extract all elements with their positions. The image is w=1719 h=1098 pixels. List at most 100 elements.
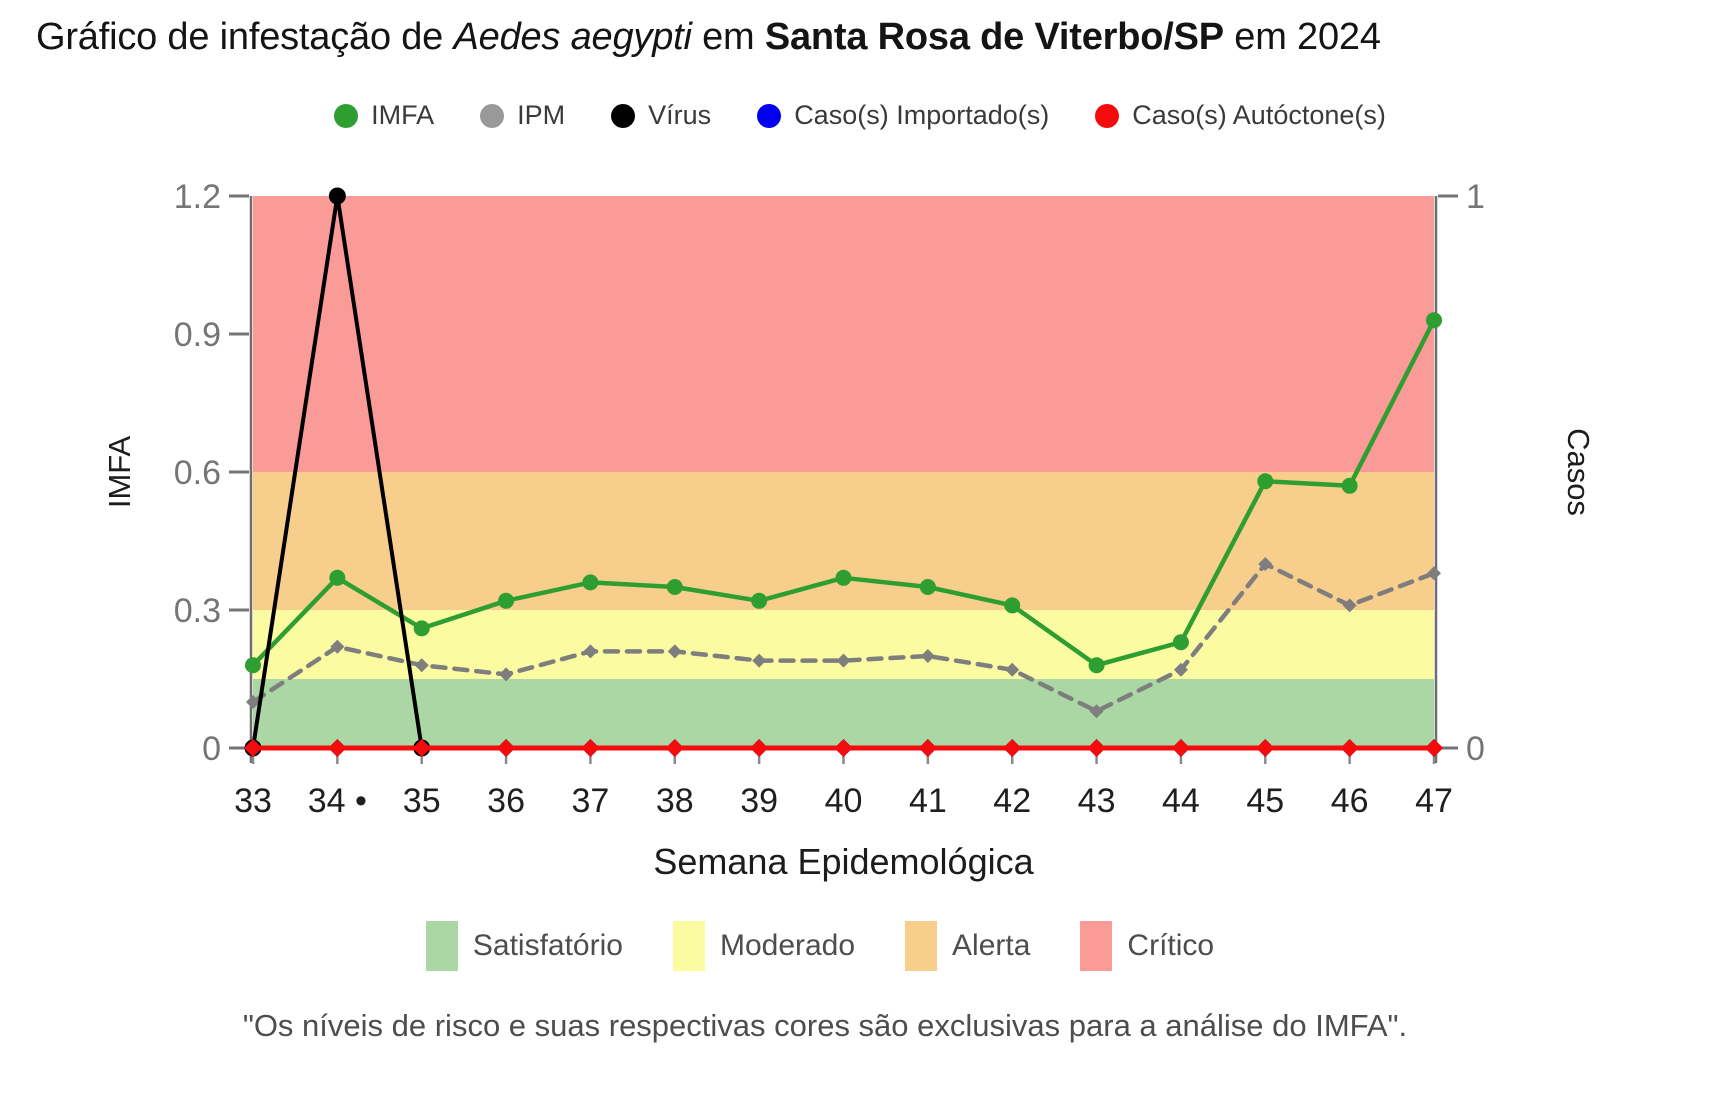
data-point (667, 644, 682, 659)
x-tick-label: 36 (487, 782, 525, 820)
risk-item-cr-tico: Crítico (1080, 921, 1214, 971)
title-city: Santa Rosa de Viterbo/SP (764, 16, 1224, 58)
y-right-tick-label: 1 (1466, 178, 1485, 216)
data-point (497, 739, 516, 757)
data-point (581, 739, 600, 757)
band-moderado (253, 610, 1434, 679)
x-tick-label: 43 (1078, 782, 1116, 820)
x-tick-label: 44 (1162, 782, 1200, 820)
alerta-swatch-icon (905, 921, 938, 971)
y-left-ticks: 0 0.3 0.6 0.9 1.2 (174, 178, 249, 768)
chart-title: Gráfico de infestação de Aedes aegypti e… (36, 16, 1381, 59)
x-tick-label: 38 (656, 782, 694, 820)
data-point (328, 739, 347, 757)
x-tick-label: 41 (909, 782, 947, 820)
data-point (582, 574, 599, 591)
legend-label: Caso(s) Autóctone(s) (1132, 100, 1386, 130)
legend-item-caso-s-aut-ctone-s: Caso(s) Autóctone(s) (1095, 100, 1386, 131)
risk-item-alerta: Alerta (905, 921, 1030, 971)
risk-label: Alerta (952, 929, 1031, 962)
satisfat-rio-swatch-icon (425, 921, 458, 971)
moderado-swatch-icon (672, 921, 705, 971)
data-point (1340, 739, 1359, 757)
x-tick-label: 33 (234, 782, 272, 820)
band-satisfat-rio (253, 679, 1434, 748)
data-point (1089, 704, 1104, 719)
caso-s-importado-s-marker-icon (757, 103, 782, 128)
data-point (666, 579, 683, 595)
risk-label: Moderado (719, 929, 856, 962)
data-point (1171, 739, 1190, 757)
data-point (246, 695, 260, 709)
data-point (329, 569, 346, 586)
title-suffix: em 2024 (1223, 16, 1381, 58)
v-rus-marker-icon (611, 103, 636, 128)
y-left-tick-label: 0.3 (174, 592, 221, 630)
risk-bands (253, 196, 1434, 748)
cr-tico-swatch-icon (1080, 921, 1113, 971)
data-point (918, 739, 937, 757)
data-point (414, 658, 429, 673)
legend-label: Vírus (648, 100, 712, 130)
legend-item-v-rus: Vírus (611, 100, 711, 131)
data-point (835, 569, 852, 586)
x-ticks: 33 34 • 35 36 37 38 39 40 41 42 43 44 45 46 47 (234, 751, 1453, 820)
x-tick-label: 47 (1415, 782, 1453, 820)
series-legend: IMFA IPM Vírus Caso(s) Importado(s) Caso(s) … (10, 100, 1710, 131)
data-point (1172, 634, 1189, 651)
data-point (1173, 662, 1188, 677)
band-cr-tico (253, 196, 1434, 472)
data-point (836, 653, 851, 668)
data-point (1342, 598, 1357, 613)
data-point (751, 592, 768, 609)
series-ipm (246, 557, 1441, 719)
ipm-marker-icon (480, 103, 505, 128)
risk-level-legend: Satisfatório Moderado Alerta Crítico (0, 921, 1640, 971)
data-point (412, 739, 431, 757)
legend-label: IPM (517, 100, 566, 130)
data-point (834, 739, 853, 757)
risk-label: Crítico (1127, 929, 1215, 962)
data-point (1427, 566, 1441, 581)
data-point (1341, 477, 1358, 494)
data-point (1087, 739, 1106, 757)
data-point (1426, 312, 1442, 329)
x-tick-label: 39 (740, 782, 778, 820)
series-caso-s-aut-ctone-s (244, 739, 1443, 757)
y-left-tick-label: 1.2 (174, 178, 221, 216)
risk-item-moderado: Moderado (672, 921, 856, 971)
data-point (750, 739, 769, 757)
footnote: "Os níveis de risco e suas respectivas c… (242, 1008, 1408, 1043)
data-point (1004, 597, 1021, 614)
data-point (413, 620, 430, 637)
data-point (665, 739, 684, 757)
x-axis-title: Semana Epidemológica (653, 841, 1034, 882)
x-tick-label: 42 (993, 782, 1031, 820)
data-point (1003, 739, 1022, 757)
band-alerta (253, 472, 1434, 610)
y-right-tick-label: 0 (1466, 730, 1485, 768)
risk-label: Satisfatório (472, 929, 623, 962)
y-left-tick-label: 0.6 (174, 454, 221, 492)
data-point (328, 187, 346, 205)
x-tick-label: 37 (572, 782, 610, 820)
series-imfa (245, 312, 1442, 674)
y-right-ticks: 01 (1438, 178, 1485, 768)
data-point (499, 667, 514, 682)
x-tick-label: 46 (1331, 782, 1369, 820)
title-species: Aedes aegypti (453, 16, 692, 58)
data-point (245, 657, 261, 674)
data-point (330, 639, 345, 654)
legend-label: Caso(s) Importado(s) (794, 100, 1050, 130)
data-point (498, 592, 515, 609)
caso-s-aut-ctone-s-marker-icon (1095, 103, 1120, 128)
legend-item-imfa: IMFA (334, 100, 434, 131)
data-point (1256, 739, 1275, 757)
data-point (1425, 739, 1443, 757)
x-tick-label: 35 (403, 782, 441, 820)
data-point (1088, 657, 1105, 674)
legend-label: IMFA (371, 100, 435, 130)
data-point (1257, 473, 1274, 490)
legend-item-caso-s-importado-s: Caso(s) Importado(s) (757, 100, 1049, 131)
